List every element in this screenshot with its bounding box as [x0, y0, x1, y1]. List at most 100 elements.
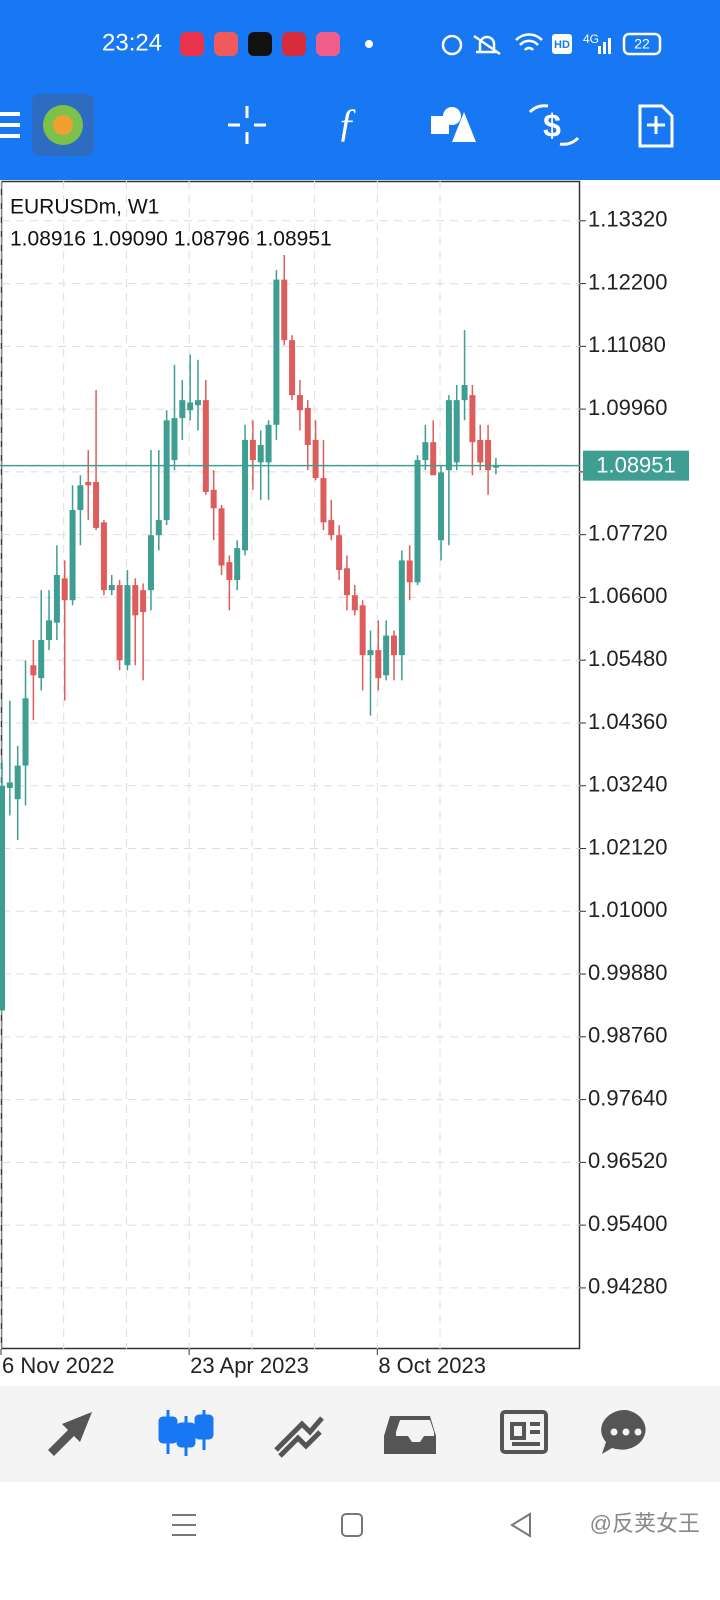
candle-body: [93, 481, 100, 528]
candle-body: [147, 535, 154, 591]
candle-body: [414, 460, 421, 583]
candle-body: [461, 385, 468, 401]
candle-body: [477, 439, 484, 463]
candle-body: [281, 279, 288, 341]
y-tick-label: 0.99880: [588, 960, 668, 985]
menu-button[interactable]: [0, 112, 20, 138]
candle-body: [53, 575, 60, 623]
signal-bars: [598, 38, 611, 54]
y-tick-label: 1.13320: [588, 207, 668, 232]
candle-body: [155, 520, 162, 536]
grid: [0, 181, 580, 1349]
chat-tab[interactable]: [601, 1409, 646, 1454]
svg-text:$: $: [543, 107, 561, 143]
candle-body: [30, 665, 37, 676]
candle-body: [0, 785, 5, 1011]
notification-icons: [180, 32, 373, 56]
candle-body: [226, 562, 233, 581]
candle-body: [383, 635, 390, 676]
ohlc-value: 1.08796: [174, 228, 250, 251]
candle-body: [445, 400, 452, 471]
network-type: 4G: [583, 32, 599, 46]
candle-body: [438, 472, 445, 541]
candle-body: [343, 568, 350, 596]
candle-body: [179, 400, 186, 419]
price-label: 1.08951: [596, 452, 676, 477]
candle-body: [46, 620, 53, 641]
news-tab[interactable]: [500, 1410, 548, 1454]
candle-body: [336, 535, 343, 570]
candle-body: [61, 578, 68, 601]
y-tick-label: 1.05480: [588, 646, 668, 671]
candle-body: [124, 585, 131, 666]
watermark: @反荚女王: [590, 1511, 700, 1536]
candle-body: [163, 420, 170, 521]
candle-body: [273, 279, 280, 425]
y-tick-label: 0.97640: [588, 1085, 668, 1110]
y-axis: 1.133201.122001.110801.099601.088401.077…: [0, 207, 689, 1378]
crosshair-button[interactable]: [228, 106, 266, 144]
candle-body: [492, 465, 499, 468]
candle-body: [257, 444, 264, 463]
candle-body: [77, 485, 84, 510]
objects-button[interactable]: [431, 107, 476, 142]
candle-body: [367, 650, 374, 656]
battery-level: 22: [634, 36, 650, 52]
y-tick-label: 1.04360: [588, 709, 668, 734]
candle-body: [14, 765, 21, 800]
y-tick-label: 1.11080: [588, 332, 666, 357]
candle-body: [249, 439, 256, 461]
candle-body: [304, 407, 311, 445]
x-tick-label: 6 Nov 2022: [2, 1353, 115, 1378]
candle-body: [195, 400, 201, 406]
candle-body: [430, 442, 437, 476]
home-button[interactable]: [341, 1513, 363, 1537]
hd-icon: HD: [554, 39, 570, 51]
system-icons: [441, 32, 662, 56]
candle-body: [210, 489, 217, 509]
candle-body: [22, 698, 29, 766]
recent-button[interactable]: [172, 1514, 196, 1536]
indicators-button[interactable]: ƒ: [337, 100, 357, 145]
chart-tab[interactable]: [158, 1410, 214, 1456]
candle-body: [359, 605, 366, 656]
candle-body: [391, 635, 397, 656]
candle-body: [351, 595, 358, 611]
y-tick-label: 1.01000: [588, 897, 668, 922]
candle-body: [69, 509, 76, 601]
ohlc-value: 1.08951: [256, 228, 332, 251]
candle-body: [406, 560, 413, 583]
candle-body: [242, 439, 249, 551]
candle-body: [375, 650, 382, 679]
candle-body: [328, 520, 335, 536]
history-tab[interactable]: [384, 1416, 436, 1454]
new-order-button[interactable]: [638, 104, 674, 148]
y-tick-label: 0.95400: [588, 1211, 668, 1236]
trade-button[interactable]: $: [528, 104, 580, 146]
candle-body: [234, 548, 241, 581]
candle-body: [296, 395, 303, 411]
back-button[interactable]: [510, 1512, 531, 1538]
ohlc-value: 1.09090: [92, 228, 168, 251]
ohlc-value: 1.08916: [10, 228, 86, 251]
plot: [0, 254, 580, 1011]
candle-body: [140, 590, 147, 612]
app-logo: [32, 94, 94, 156]
candle-body: [85, 481, 92, 486]
y-tick-label: 1.07720: [588, 520, 668, 545]
candle-body: [218, 508, 225, 566]
y-tick-label: 1.12200: [588, 269, 668, 294]
candle-body: [108, 585, 115, 591]
candle-body: [422, 442, 429, 461]
x-tick-label: 8 Oct 2023: [378, 1353, 486, 1378]
clock: 23:24: [102, 29, 162, 56]
candle-body: [38, 640, 45, 679]
quotes-tab[interactable]: [48, 1412, 92, 1456]
trade-tab[interactable]: [274, 1416, 324, 1458]
candle-body: [320, 478, 327, 523]
x-tick-label: 23 Apr 2023: [190, 1353, 309, 1378]
candle-body: [132, 585, 139, 616]
candle-body: [100, 522, 107, 591]
candle-body: [6, 782, 13, 788]
